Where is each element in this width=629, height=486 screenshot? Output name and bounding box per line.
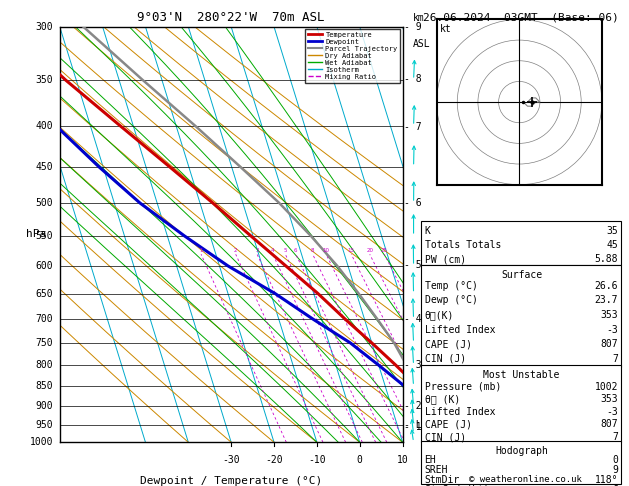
Text: 750: 750	[35, 338, 53, 348]
Text: km: km	[413, 13, 425, 22]
Text: 650: 650	[35, 289, 53, 298]
Title: 9°03'N  280°22'W  70m ASL: 9°03'N 280°22'W 70m ASL	[137, 11, 325, 24]
Text: Mixing Ratio (g/kg): Mixing Ratio (g/kg)	[439, 228, 448, 324]
Text: 1: 1	[199, 248, 203, 253]
Text: CIN (J): CIN (J)	[425, 432, 465, 442]
Text: StmSpd (kt): StmSpd (kt)	[425, 485, 489, 486]
Text: - 5: - 5	[404, 260, 422, 270]
Text: 2: 2	[234, 248, 238, 253]
Text: Lifted Index: Lifted Index	[425, 325, 495, 335]
Text: 23.7: 23.7	[595, 295, 618, 306]
Text: Hodograph: Hodograph	[495, 446, 548, 456]
Text: hPa: hPa	[26, 229, 46, 240]
Text: -20: -20	[265, 455, 283, 465]
Text: 550: 550	[35, 231, 53, 241]
Text: kt: kt	[440, 24, 452, 35]
Text: EH: EH	[425, 455, 437, 466]
Text: CAPE (J): CAPE (J)	[425, 339, 472, 349]
Text: Dewp (°C): Dewp (°C)	[425, 295, 477, 306]
Text: Surface: Surface	[501, 270, 542, 280]
Text: 400: 400	[35, 121, 53, 131]
Text: - 6: - 6	[404, 198, 422, 208]
Text: ASL: ASL	[413, 39, 430, 49]
Text: 118°: 118°	[595, 475, 618, 485]
Legend: Temperature, Dewpoint, Parcel Trajectory, Dry Adiabat, Wet Adiabat, Isotherm, Mi: Temperature, Dewpoint, Parcel Trajectory…	[305, 29, 401, 83]
Text: 30: 30	[482, 455, 494, 465]
Text: 700: 700	[35, 314, 53, 324]
Text: - LCL: - LCL	[404, 420, 433, 430]
Text: Dewpoint / Temperature (°C): Dewpoint / Temperature (°C)	[140, 475, 322, 486]
Text: -3: -3	[606, 407, 618, 417]
Text: - 2: - 2	[404, 400, 422, 411]
Text: - 3: - 3	[404, 360, 422, 370]
Text: 6: 6	[294, 248, 298, 253]
Text: 20: 20	[366, 248, 373, 253]
Text: 7: 7	[613, 432, 618, 442]
Text: CAPE (J): CAPE (J)	[425, 419, 472, 430]
Text: - 9: - 9	[404, 22, 422, 32]
Text: 450: 450	[35, 162, 53, 172]
Text: © weatheronline.co.uk: © weatheronline.co.uk	[469, 474, 582, 484]
Text: 35: 35	[606, 226, 618, 236]
Text: -10: -10	[308, 455, 326, 465]
Text: - 1: - 1	[404, 422, 422, 433]
Text: - 4: - 4	[404, 313, 422, 324]
Text: Totals Totals: Totals Totals	[425, 240, 501, 250]
Text: -3: -3	[606, 325, 618, 335]
Text: 950: 950	[35, 419, 53, 430]
Text: θᴄ(K): θᴄ(K)	[425, 310, 454, 320]
Text: PW (cm): PW (cm)	[425, 254, 465, 264]
Text: 10: 10	[397, 455, 408, 465]
Text: StmDir: StmDir	[425, 475, 460, 485]
Text: 10: 10	[323, 248, 330, 253]
Text: 500: 500	[35, 198, 53, 208]
Text: 300: 300	[35, 22, 53, 32]
Text: SREH: SREH	[425, 465, 448, 475]
Text: 9: 9	[613, 465, 618, 475]
Text: 1000: 1000	[30, 437, 53, 447]
Text: 353: 353	[601, 310, 618, 320]
Text: - 8: - 8	[404, 74, 422, 84]
Text: 8: 8	[311, 248, 314, 253]
Text: 353: 353	[601, 394, 618, 404]
Text: -30: -30	[222, 455, 240, 465]
Text: 5: 5	[284, 248, 287, 253]
Text: 1002: 1002	[595, 382, 618, 392]
Text: 807: 807	[601, 339, 618, 349]
Text: K: K	[425, 226, 430, 236]
Text: CIN (J): CIN (J)	[425, 354, 465, 364]
Text: 6: 6	[613, 485, 618, 486]
Text: 4: 4	[271, 248, 275, 253]
Text: 45: 45	[606, 240, 618, 250]
Text: Temp (°C): Temp (°C)	[425, 281, 477, 291]
Text: 0: 0	[357, 455, 363, 465]
Text: Most Unstable: Most Unstable	[483, 370, 560, 381]
Text: 3: 3	[255, 248, 259, 253]
Text: 26.6: 26.6	[595, 281, 618, 291]
Text: 600: 600	[35, 261, 53, 271]
Text: 40: 40	[525, 455, 537, 465]
Text: Lifted Index: Lifted Index	[425, 407, 495, 417]
Text: 20: 20	[440, 455, 451, 465]
Text: 800: 800	[35, 360, 53, 370]
Text: 807: 807	[601, 419, 618, 430]
Text: 0: 0	[613, 455, 618, 466]
Text: 850: 850	[35, 381, 53, 391]
Text: θᴄ (K): θᴄ (K)	[425, 394, 460, 404]
Text: 15: 15	[348, 248, 355, 253]
Text: 25: 25	[381, 248, 388, 253]
Text: 900: 900	[35, 401, 53, 411]
Text: 7: 7	[613, 354, 618, 364]
Text: 350: 350	[35, 75, 53, 85]
Text: 5.88: 5.88	[595, 254, 618, 264]
Text: Pressure (mb): Pressure (mb)	[425, 382, 501, 392]
Text: - 7: - 7	[404, 122, 422, 132]
Text: 26.06.2024  03GMT  (Base: 06): 26.06.2024 03GMT (Base: 06)	[423, 12, 619, 22]
